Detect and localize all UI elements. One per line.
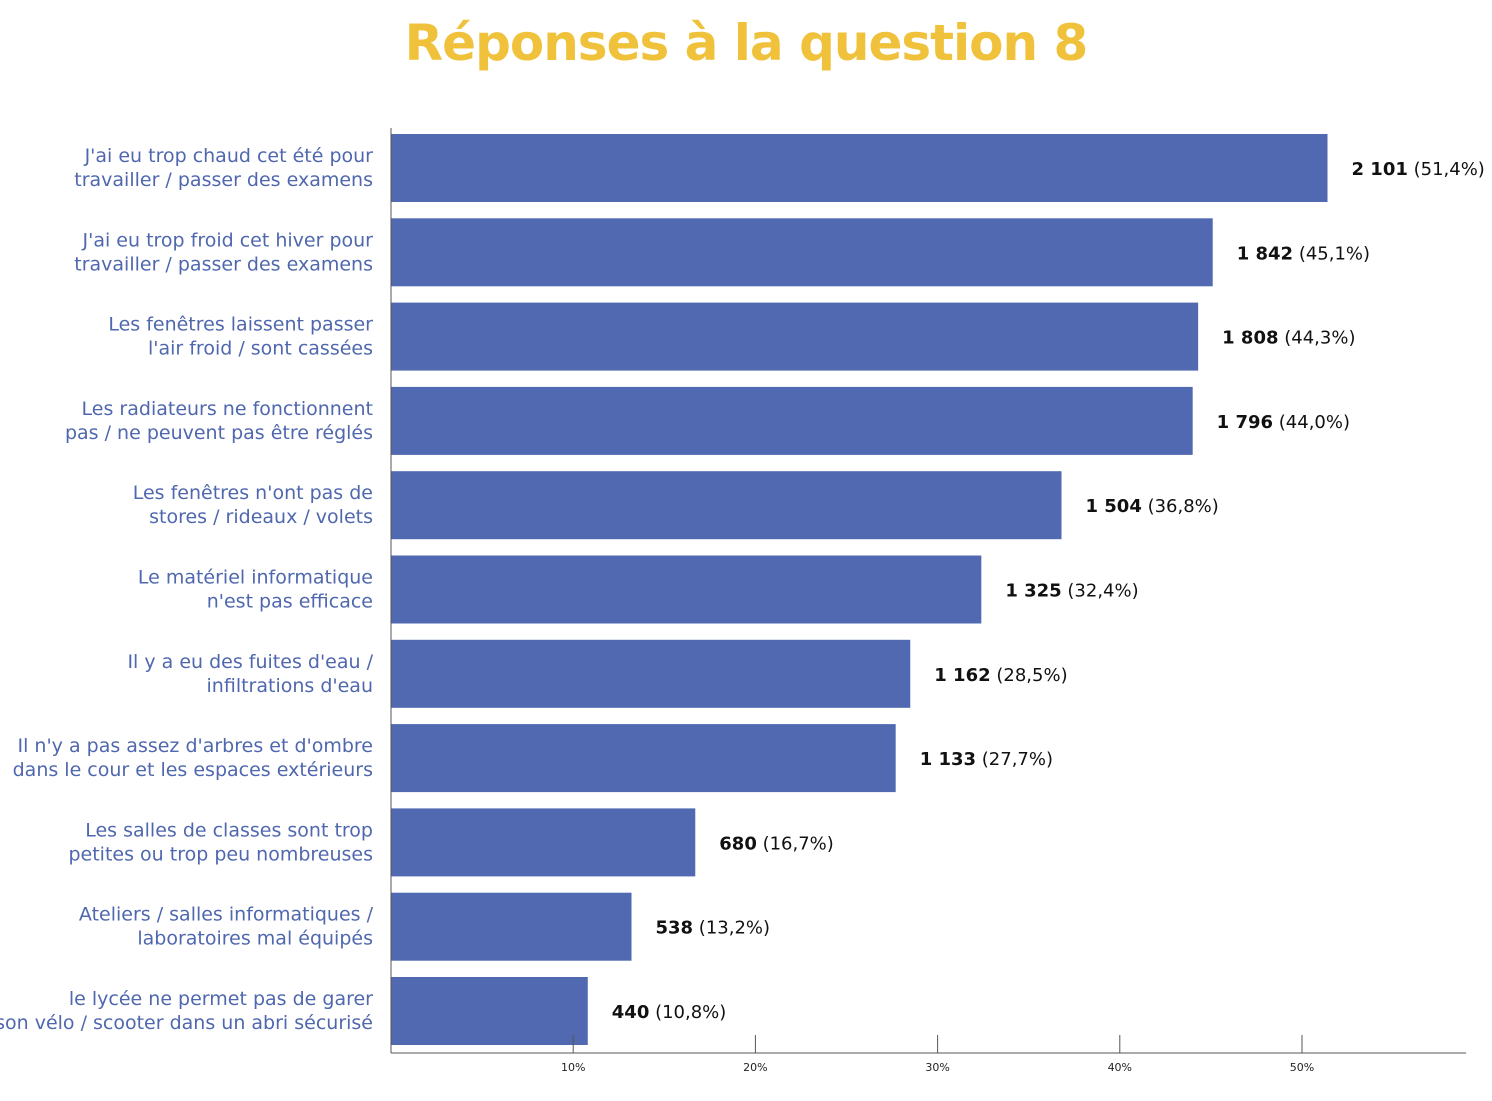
bar bbox=[391, 218, 1213, 287]
x-axis: 10% 20% 30% 40% 50% bbox=[390, 128, 1466, 1074]
data-label-percent: (27,7%) bbox=[976, 749, 1053, 770]
category-label: Il y a eu des fuites d'eau / infiltration… bbox=[127, 651, 373, 697]
data-label: 1 842 (45,1%) bbox=[1237, 243, 1370, 264]
data-label: 1 504 (36,8%) bbox=[1085, 496, 1218, 517]
category-label-line: infiltrations d'eau bbox=[207, 675, 373, 697]
category-labels-group: J'ai eu trop chaud cet été pour travaille… bbox=[0, 145, 374, 1034]
data-label-percent: (32,4%) bbox=[1062, 581, 1139, 602]
category-label-line: Il y a eu des fuites d'eau / bbox=[127, 651, 373, 673]
data-label: 2 101 (51,4%) bbox=[1352, 159, 1485, 180]
category-label-line: J'ai eu trop froid cet hiver pour bbox=[82, 229, 374, 251]
category-label: Les fenêtres laissent passer l'air froid … bbox=[108, 314, 373, 360]
category-label-line: n'est pas efficace bbox=[207, 591, 373, 613]
category-label: le lycée ne permet pas de garer son vélo … bbox=[0, 988, 373, 1034]
category-label-line: Les fenêtres n'ont pas de bbox=[133, 482, 373, 504]
bar bbox=[391, 471, 1062, 540]
data-label-percent: (16,7%) bbox=[757, 833, 834, 854]
data-label-count: 680 bbox=[719, 833, 757, 854]
bar bbox=[391, 892, 632, 961]
category-label-line: l'air froid / sont cassées bbox=[148, 338, 373, 360]
category-label-line: Le matériel informatique bbox=[138, 567, 373, 589]
category-label-line: Ateliers / salles informatiques / bbox=[79, 904, 374, 926]
category-label: Il n'y a pas assez d'arbres et d'ombre da… bbox=[13, 735, 373, 781]
category-label-line: son vélo / scooter dans un abri sécurisé bbox=[0, 1012, 373, 1034]
chart-title: Réponses à la question 8 bbox=[404, 14, 1089, 72]
category-label-line: Les salles de classes sont trop bbox=[85, 819, 373, 841]
category-label: Ateliers / salles informatiques / laborat… bbox=[79, 904, 374, 950]
category-label-line: Les radiateurs ne fonctionnent bbox=[82, 398, 373, 420]
data-label-count: 538 bbox=[656, 918, 694, 939]
data-label: 1 808 (44,3%) bbox=[1222, 328, 1355, 349]
bar bbox=[391, 134, 1328, 202]
data-label: 680 (16,7%) bbox=[719, 833, 834, 854]
category-label-line: travailler / passer des examens bbox=[74, 253, 373, 275]
bar bbox=[391, 302, 1199, 371]
category-label-line: petites ou trop peu nombreuses bbox=[68, 843, 373, 865]
category-label-line: J'ai eu trop chaud cet été pour bbox=[84, 145, 374, 167]
data-label-percent: (51,4%) bbox=[1408, 159, 1485, 180]
bar bbox=[391, 977, 588, 1045]
category-label: Les fenêtres n'ont pas de stores / rideau… bbox=[133, 482, 373, 528]
data-label-percent: (10,8%) bbox=[649, 1002, 726, 1023]
data-label-count: 1 808 bbox=[1222, 328, 1278, 349]
data-label: 1 796 (44,0%) bbox=[1217, 412, 1350, 433]
category-label-line: travailler / passer des examens bbox=[74, 169, 373, 191]
x-tick-label: 50% bbox=[1290, 1061, 1314, 1074]
category-label: J'ai eu trop chaud cet été pour travaille… bbox=[74, 145, 373, 191]
category-label: Les radiateurs ne fonctionnent pas / ne p… bbox=[65, 398, 373, 444]
category-label: J'ai eu trop froid cet hiver pour travail… bbox=[74, 229, 373, 275]
data-label-percent: (44,0%) bbox=[1273, 412, 1350, 433]
data-label: 1 325 (32,4%) bbox=[1005, 581, 1138, 602]
category-label: Les salles de classes sont trop petites o… bbox=[68, 819, 373, 865]
data-label-count: 1 325 bbox=[1005, 581, 1061, 602]
data-label-percent: (13,2%) bbox=[693, 918, 770, 939]
x-tick-label: 20% bbox=[743, 1061, 767, 1074]
bar bbox=[391, 639, 911, 708]
data-label-count: 1 504 bbox=[1085, 496, 1141, 517]
data-label: 1 133 (27,7%) bbox=[920, 749, 1053, 770]
x-tick-label: 40% bbox=[1108, 1061, 1132, 1074]
category-label-line: le lycée ne permet pas de garer bbox=[69, 988, 373, 1010]
category-label-line: stores / rideaux / volets bbox=[149, 506, 373, 528]
bar bbox=[391, 555, 982, 624]
data-label-count: 2 101 bbox=[1352, 159, 1408, 180]
data-label: 538 (13,2%) bbox=[656, 918, 771, 939]
data-label-count: 440 bbox=[612, 1002, 650, 1023]
data-label-count: 1 133 bbox=[920, 749, 976, 770]
x-tick-label: 30% bbox=[925, 1061, 949, 1074]
data-label: 440 (10,8%) bbox=[612, 1002, 727, 1023]
category-label-line: Il n'y a pas assez d'arbres et d'ombre bbox=[18, 735, 374, 757]
data-label-percent: (28,5%) bbox=[991, 665, 1068, 686]
data-label: 1 162 (28,5%) bbox=[934, 665, 1067, 686]
value-labels-group: 2 101 (51,4%)1 842 (45,1%)1 808 (44,3%)1… bbox=[612, 159, 1485, 1023]
category-label-line: Les fenêtres laissent passer bbox=[108, 314, 373, 336]
category-label-line: pas / ne peuvent pas être réglés bbox=[65, 422, 373, 444]
category-label-line: dans le cour et les espaces extérieurs bbox=[13, 759, 373, 781]
data-label-percent: (44,3%) bbox=[1279, 328, 1356, 349]
bar bbox=[391, 386, 1193, 455]
x-tick-label: 10% bbox=[561, 1061, 585, 1074]
data-label-percent: (36,8%) bbox=[1142, 496, 1219, 517]
data-label-count: 1 842 bbox=[1237, 243, 1293, 264]
bars-group bbox=[391, 134, 1328, 1045]
bar bbox=[391, 724, 896, 793]
data-label-count: 1 162 bbox=[934, 665, 990, 686]
data-label-percent: (45,1%) bbox=[1293, 243, 1370, 264]
category-label: Le matériel informatique n'est pas effica… bbox=[138, 567, 373, 613]
bar bbox=[391, 808, 696, 877]
data-label-count: 1 796 bbox=[1217, 412, 1273, 433]
category-label-line: laboratoires mal équipés bbox=[137, 928, 373, 950]
